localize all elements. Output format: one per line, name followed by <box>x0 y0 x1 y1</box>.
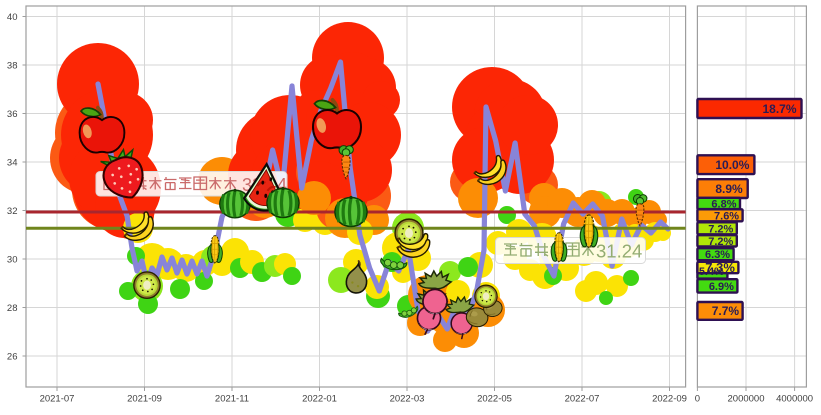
svg-text:2021-09: 2021-09 <box>127 394 162 405</box>
svg-text:34: 34 <box>7 158 18 169</box>
svg-text:7.2%: 7.2% <box>708 223 733 235</box>
svg-text:2022-01: 2022-01 <box>302 394 337 405</box>
svg-text:0: 0 <box>695 394 700 405</box>
svg-text:7.2%: 7.2% <box>708 236 733 248</box>
svg-text:40: 40 <box>7 12 18 23</box>
svg-text:32: 32 <box>7 206 18 217</box>
svg-text:38: 38 <box>7 61 18 72</box>
svg-text:6.9%: 6.9% <box>709 281 734 293</box>
svg-text:30: 30 <box>7 255 18 266</box>
svg-text:8.9%: 8.9% <box>715 182 743 196</box>
svg-text:2021-07: 2021-07 <box>40 394 75 405</box>
svg-text:2021-11: 2021-11 <box>215 394 249 405</box>
svg-text:2022-07: 2022-07 <box>565 394 600 405</box>
svg-text:2000000: 2000000 <box>728 394 765 405</box>
svg-text:31.24: 31.24 <box>596 241 642 262</box>
svg-text:18.7%: 18.7% <box>762 102 796 116</box>
svg-text:7.6%: 7.6% <box>714 210 739 222</box>
svg-text:2022-03: 2022-03 <box>390 394 425 405</box>
svg-text:2022-09: 2022-09 <box>652 394 687 405</box>
svg-text:36: 36 <box>7 109 18 120</box>
svg-text:26: 26 <box>7 352 18 363</box>
svg-text:28: 28 <box>7 303 18 314</box>
svg-text:2022-05: 2022-05 <box>477 394 512 405</box>
svg-text:10.0%: 10.0% <box>715 158 749 172</box>
svg-text:7.3%: 7.3% <box>705 260 735 275</box>
svg-text:4000000: 4000000 <box>776 394 813 405</box>
svg-text:7.7%: 7.7% <box>712 304 740 318</box>
svg-text:6.3%: 6.3% <box>705 249 730 261</box>
svg-text:6.8%: 6.8% <box>711 198 736 210</box>
svg-text:5.4%: 5.4% <box>699 266 724 278</box>
